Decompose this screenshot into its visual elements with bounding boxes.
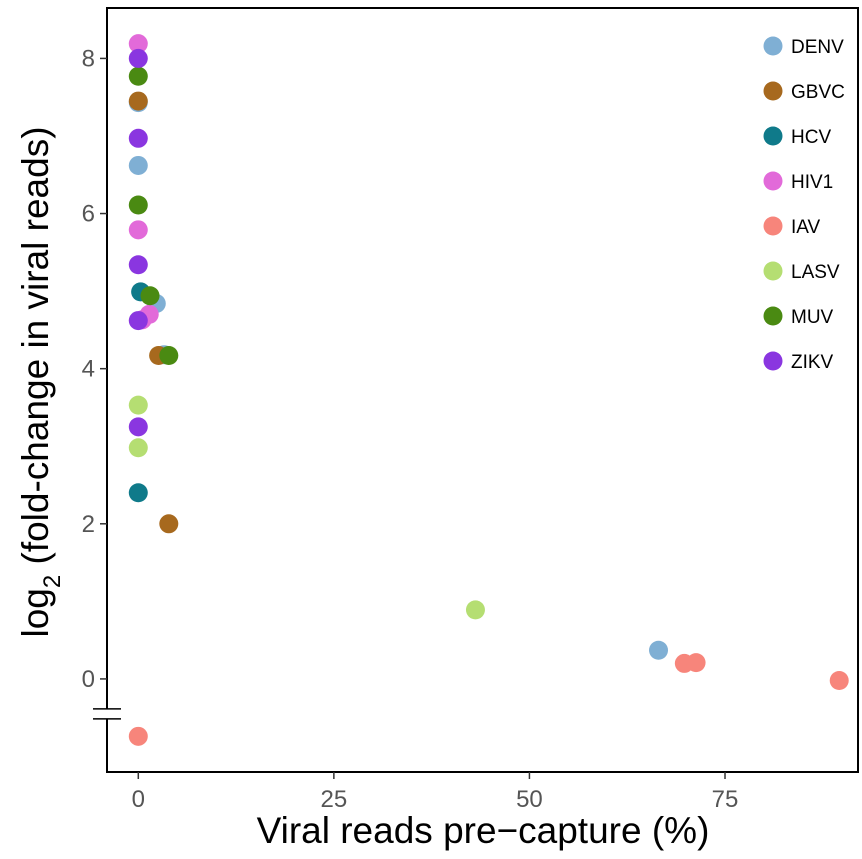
data-point-denv	[128, 155, 148, 175]
data-point-iav	[829, 670, 849, 690]
data-point-muv	[128, 66, 148, 86]
legend-key-denv	[763, 36, 783, 56]
data-point-lasv	[128, 395, 148, 415]
data-point-muv	[128, 195, 148, 215]
x-tick-label: 0	[132, 786, 145, 813]
data-point-muv	[140, 286, 160, 306]
legend-key-iav	[763, 216, 783, 236]
legend-label-iav: IAV	[791, 217, 821, 238]
data-point-lasv	[128, 438, 148, 458]
axes: 0 25 50 75 0 2 4 6 8	[82, 7, 859, 813]
y-tick-label: 4	[82, 356, 95, 383]
y-tick-label: 8	[82, 45, 95, 72]
data-point-iav	[686, 653, 706, 673]
data-point-gbvc	[159, 514, 179, 534]
x-tick-label: 75	[712, 786, 739, 813]
legend-key-gbvc	[763, 81, 783, 101]
data-point-zikv	[128, 48, 148, 68]
data-point-zikv	[128, 255, 148, 275]
y-axis-title: log2 (fold-change in viral reads)	[15, 126, 66, 637]
data-point-hiv1	[128, 220, 148, 240]
x-tick-label: 25	[321, 786, 348, 813]
y-tick-label: 0	[82, 666, 95, 693]
data-point-hcv	[128, 483, 148, 503]
data-point-zikv	[128, 311, 148, 331]
legend-label-hcv: HCV	[791, 127, 831, 148]
plot-border	[106, 7, 859, 773]
legend-key-hcv	[763, 126, 783, 146]
data-point-denv	[649, 640, 669, 660]
x-tick-label: 50	[516, 786, 543, 813]
legend: DENV GBVC HCV HIV1 IAV LASV MUV ZIKV	[763, 36, 845, 373]
legend-key-zikv	[763, 351, 783, 371]
axis-break-gap	[104, 708, 110, 719]
data-point-muv	[159, 345, 179, 365]
legend-label-muv: MUV	[791, 307, 834, 328]
data-point-gbvc	[128, 91, 148, 111]
data-points	[128, 34, 849, 746]
data-point-hiv1	[128, 34, 148, 54]
x-axis-title: Viral reads pre−capture (%)	[257, 810, 710, 851]
legend-key-hiv1	[763, 171, 783, 191]
legend-key-muv	[763, 306, 783, 326]
data-point-lasv	[465, 600, 485, 620]
legend-label-hiv1: HIV1	[791, 172, 833, 193]
legend-label-zikv: ZIKV	[791, 352, 834, 373]
data-point-zikv	[128, 128, 148, 148]
y-tick-label: 6	[82, 201, 95, 228]
legend-label-gbvc: GBVC	[791, 82, 845, 103]
data-point-zikv	[128, 417, 148, 437]
y-tick-label: 2	[82, 511, 95, 538]
legend-key-lasv	[763, 261, 783, 281]
legend-label-denv: DENV	[791, 37, 844, 58]
data-point-iav	[128, 726, 148, 746]
legend-label-lasv: LASV	[791, 262, 840, 283]
